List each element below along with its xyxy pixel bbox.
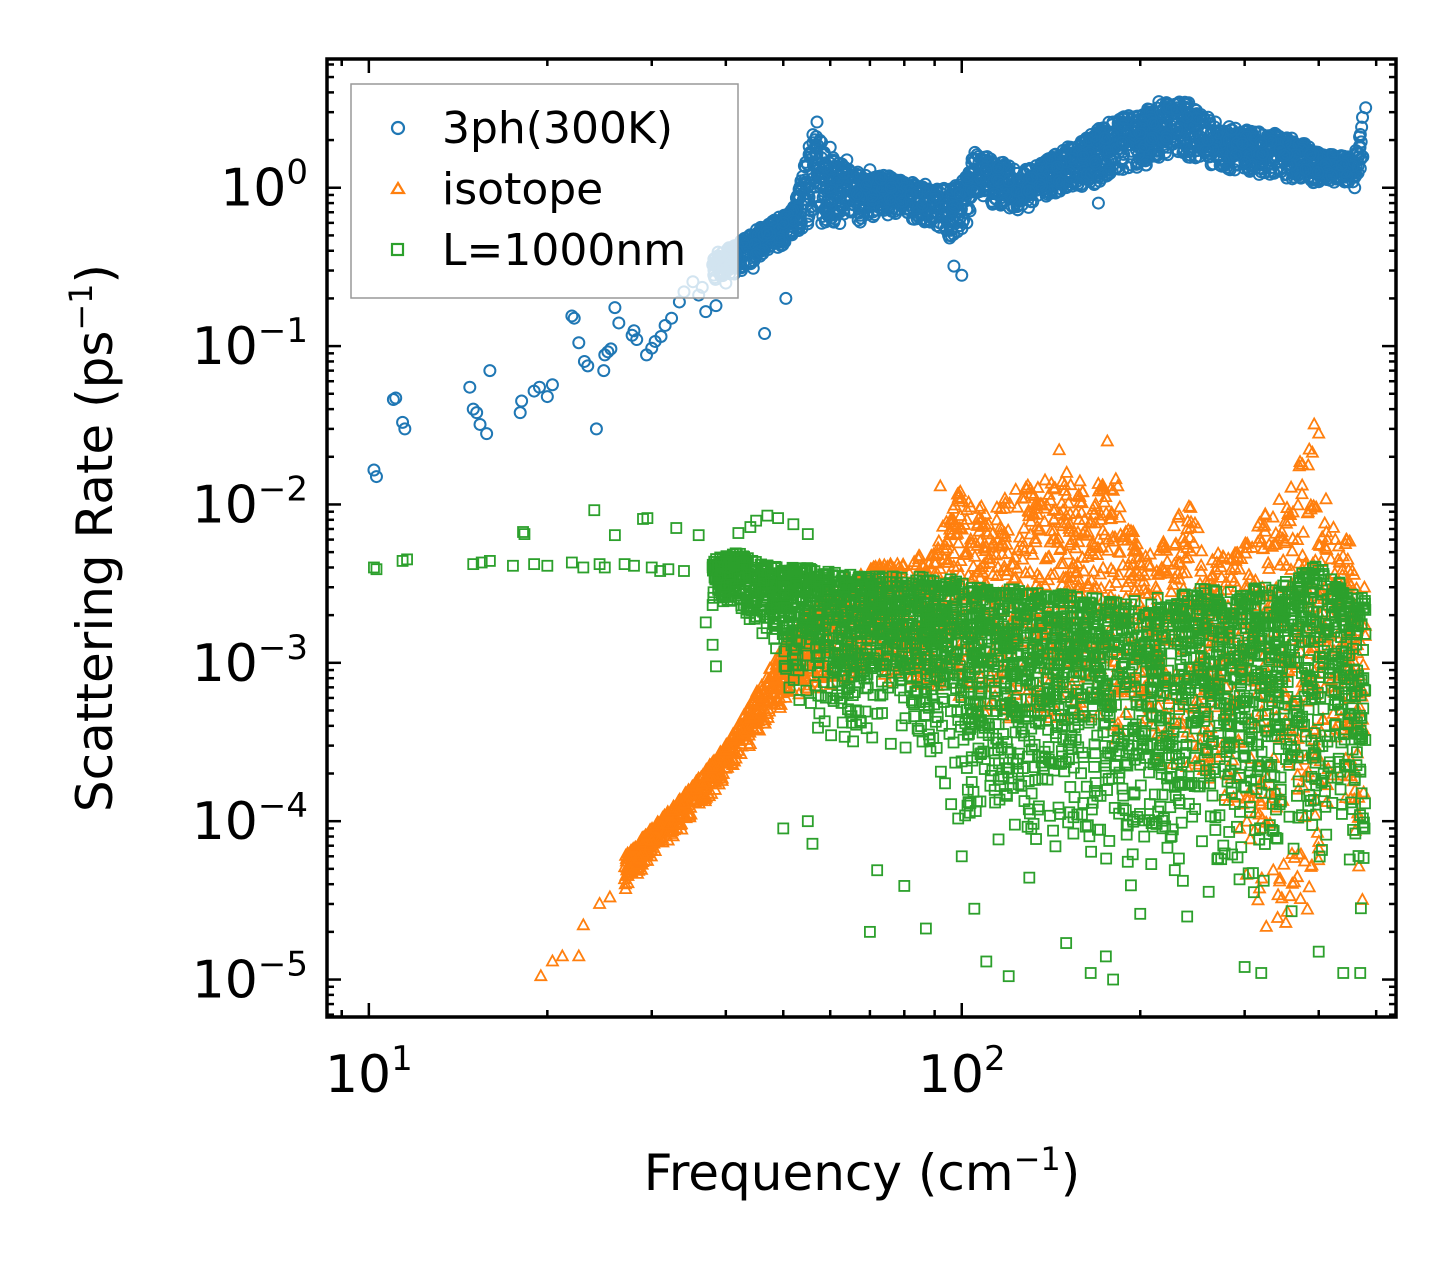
data-layer [367,95,1373,986]
data-point [1124,158,1138,172]
data-point [810,146,824,160]
data-point [963,204,977,218]
data-point [972,149,986,163]
data-point [1171,145,1185,159]
data-point [1183,150,1197,164]
data-point [1180,137,1194,151]
